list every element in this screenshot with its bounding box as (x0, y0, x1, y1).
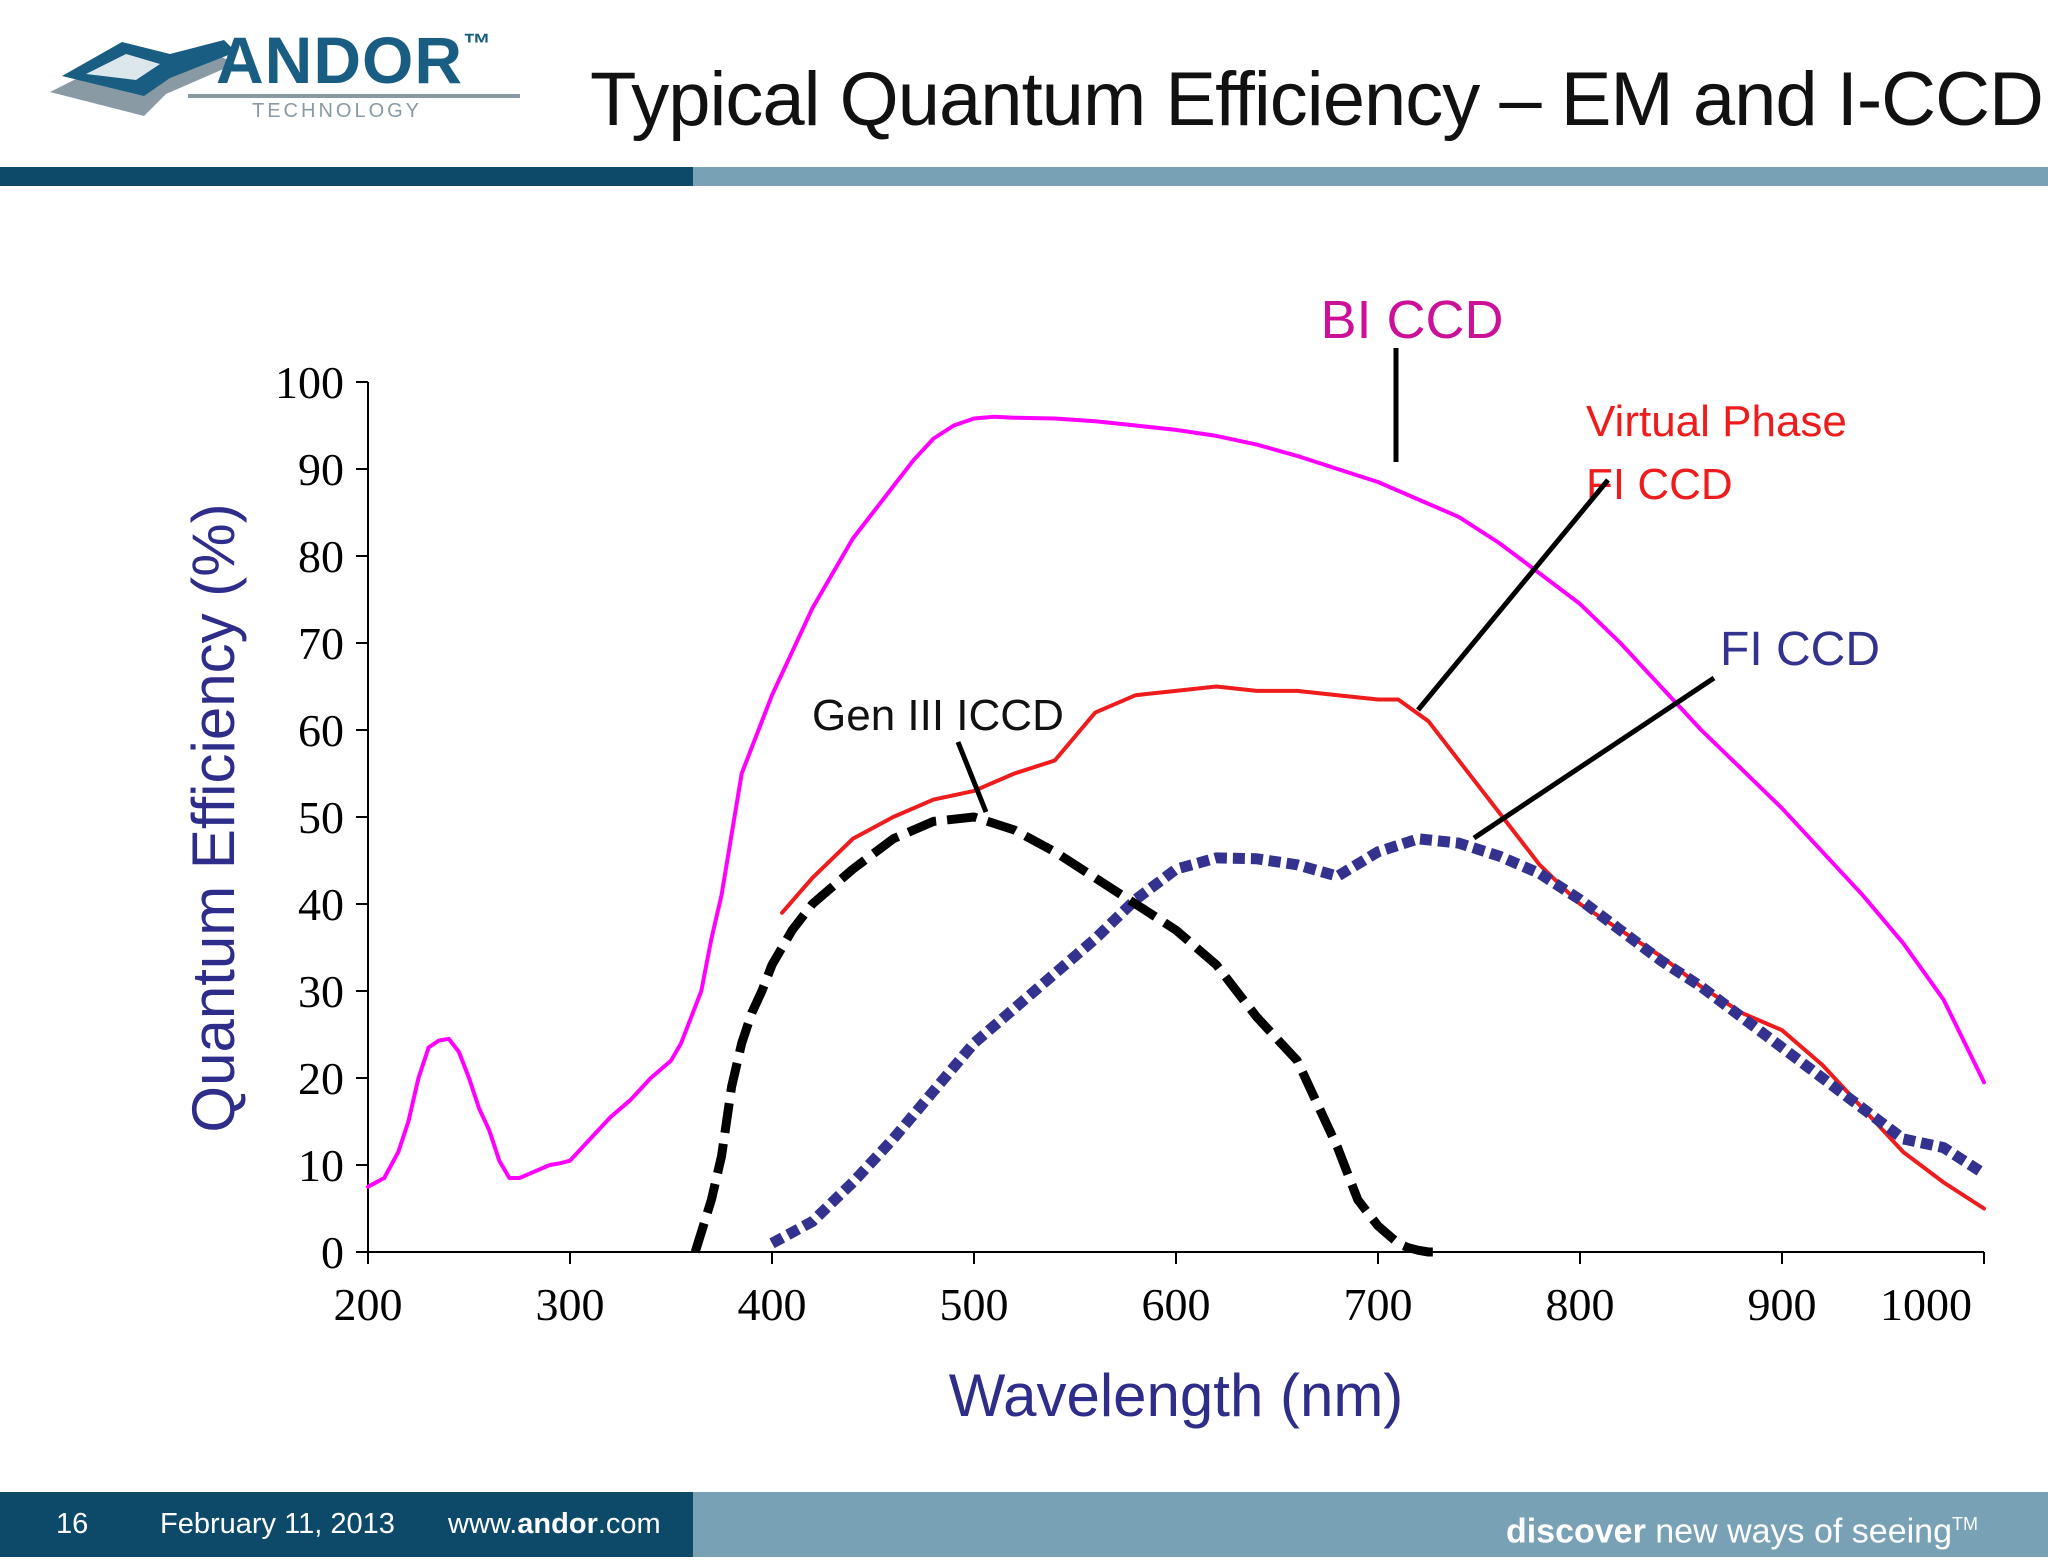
header-bar-light (693, 167, 2048, 186)
annotation-virtual-phase-label-2: FI CCD (1586, 460, 1733, 509)
annotation-virtual-phase-leader (1416, 478, 1610, 712)
x-tick-label: 500 (940, 1279, 1009, 1330)
chart-series (366, 414, 1987, 1257)
y-tick-label: 90 (298, 444, 344, 495)
annotation-virtual-phase-label-1: Virtual Phase (1586, 397, 1847, 446)
footer-url-prefix: www. (448, 1508, 518, 1540)
y-tick-label: 10 (298, 1140, 344, 1191)
tagline-trademark: TM (1952, 1514, 1978, 1534)
annotation-bi-ccd-label: BI CCD (1320, 290, 1503, 350)
y-tick-label: 60 (298, 705, 344, 756)
y-tick-label: 20 (298, 1053, 344, 1104)
y-tick-label: 40 (298, 879, 344, 930)
y-tick-label: 0 (321, 1227, 344, 1278)
x-tick-label: 200 (334, 1279, 403, 1330)
x-tick-label: 700 (1344, 1279, 1413, 1330)
footer-url-suffix: .com (597, 1508, 661, 1540)
footer-url: www.andor.com (448, 1492, 661, 1557)
x-tick-label: 800 (1546, 1279, 1615, 1330)
logo-trademark: ™ (463, 28, 492, 59)
x-tick-label: 1000 (1880, 1279, 1972, 1330)
annotation-fi-ccd-leader (1472, 675, 1716, 841)
y-axis-label: Quantum Efficiency (%) (180, 503, 247, 1132)
logo-name: ANDOR (216, 23, 463, 97)
x-axis-label: Wavelength (nm) (949, 1362, 1404, 1429)
y-tick-label: 100 (275, 357, 344, 408)
annotation-gen3-leader (955, 741, 989, 813)
footer-url-domain: andor (517, 1508, 598, 1540)
x-tick-label: 900 (1748, 1279, 1817, 1330)
tagline-rest: new ways of seeing (1645, 1512, 1952, 1551)
series-gen-iii-iccd-line (690, 812, 1439, 1257)
series-bi-ccd-line (366, 414, 1986, 1189)
series-fi-ccd-line (769, 833, 1987, 1249)
logo-wordmark: ANDOR™ (216, 22, 492, 98)
series-virtual-phase-fi-ccd-line (780, 684, 1986, 1211)
y-tick-label: 30 (298, 966, 344, 1017)
x-tick-label: 300 (536, 1279, 605, 1330)
footer-bar-light (693, 1492, 2048, 1557)
annotation-gen3-label: Gen III ICCD (812, 691, 1064, 740)
andor-logo: ANDOR™ TECHNOLOGY (40, 20, 520, 150)
header-bar (0, 167, 2048, 186)
y-tick-label: 50 (298, 792, 344, 843)
annotation-fi-ccd-label: FI CCD (1720, 623, 1880, 676)
header-bar-dark (0, 167, 693, 186)
y-tick-label: 80 (298, 531, 344, 582)
page-number: 16 (56, 1508, 89, 1540)
chart-annotations: BI CCD Virtual Phase FI CCD FI CCD Gen III I… (812, 290, 1880, 841)
footer-bar-dark (0, 1492, 693, 1557)
y-tick-label: 70 (298, 618, 344, 669)
tagline-bold: discover (1505, 1512, 1646, 1551)
chart-axes: 0 10 20 30 40 50 60 70 80 90 100 200 300 400 500 600 700… (275, 357, 1985, 1330)
footer-date: February 11, 2013 (160, 1508, 395, 1540)
x-tick-label: 600 (1142, 1279, 1211, 1330)
footer-tagline: discover new ways of seeingTM (1506, 1492, 1978, 1564)
footer-bar: 16 February 11, 2013 www.andor.com disco… (0, 1492, 2048, 1557)
logo-subtitle: TECHNOLOGY (252, 100, 423, 122)
slide-title: Typical Quantum Efficiency – EM and I-CC… (590, 57, 2044, 142)
andor-logo-mark (50, 40, 520, 116)
x-tick-label: 400 (738, 1279, 807, 1330)
